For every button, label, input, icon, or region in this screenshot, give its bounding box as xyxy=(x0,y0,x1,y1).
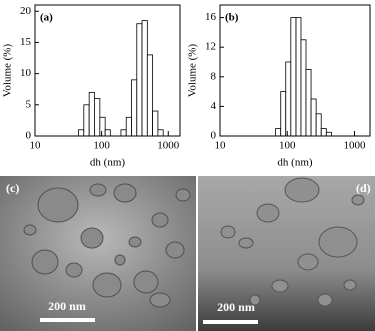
y-tick-label: 5 xyxy=(26,98,32,110)
bar xyxy=(305,68,312,137)
y-tick-label: 15 xyxy=(20,36,32,48)
x-tick-label: 100 xyxy=(93,140,110,152)
y-tick-label: 12 xyxy=(205,41,216,53)
y-tick-label: 10 xyxy=(20,67,32,79)
bar xyxy=(83,104,90,137)
droplets xyxy=(23,183,191,308)
tem-image-d: (d) 200 nm xyxy=(198,176,375,331)
bar xyxy=(290,17,297,137)
bar xyxy=(136,23,143,137)
y-tick-label: 16 xyxy=(205,11,217,23)
bar xyxy=(146,54,154,137)
y-tick-label: 0 xyxy=(211,130,217,142)
x-axis-label: dh (nm) xyxy=(277,157,312,169)
scale-bar-label: 200 nm xyxy=(217,300,255,314)
x-tick-label: 1000 xyxy=(344,140,367,152)
bar xyxy=(280,91,287,137)
bar xyxy=(125,116,132,137)
scale-bar xyxy=(40,318,95,322)
bar xyxy=(120,129,127,137)
bar xyxy=(300,39,307,137)
droplets xyxy=(220,177,365,307)
plot-frame xyxy=(219,4,371,137)
x-tick-label: 1000 xyxy=(157,140,180,152)
y-tick-label: 4 xyxy=(211,100,217,112)
bar xyxy=(275,128,282,137)
bar xyxy=(94,98,101,137)
bar xyxy=(320,128,327,137)
y-axis-label: Volume (%) xyxy=(187,44,199,98)
bar xyxy=(141,20,148,137)
bar xyxy=(78,129,85,137)
panel-label: (b) xyxy=(225,12,239,24)
x-tick-label: 10 xyxy=(215,140,227,152)
tem-image-c: (c) 200 nm xyxy=(0,176,196,331)
bar xyxy=(157,129,164,137)
bar xyxy=(310,98,317,137)
panel-label: (c) xyxy=(6,181,19,195)
bar xyxy=(295,17,302,137)
bar xyxy=(131,79,138,137)
panel-label: (d) xyxy=(356,181,371,195)
x-axis-label: dh (nm) xyxy=(90,157,125,169)
bar xyxy=(99,116,106,137)
y-tick-label: 8 xyxy=(211,70,217,82)
scale-bar-label: 200 nm xyxy=(48,299,86,313)
x-tick-label: 100 xyxy=(279,140,296,152)
bar xyxy=(88,91,95,137)
y-tick-label: 20 xyxy=(20,5,32,17)
y-axis-label: Volume (%) xyxy=(2,44,14,98)
y-tick-label: 0 xyxy=(26,130,32,142)
plot-frame xyxy=(34,4,181,137)
bar xyxy=(285,61,292,137)
bar xyxy=(315,113,322,137)
panel-label: (a) xyxy=(40,12,53,24)
bar xyxy=(104,129,111,137)
scale-bar xyxy=(203,320,258,324)
bar xyxy=(152,110,159,137)
x-tick-label: 10 xyxy=(30,140,42,152)
bar xyxy=(325,131,332,137)
